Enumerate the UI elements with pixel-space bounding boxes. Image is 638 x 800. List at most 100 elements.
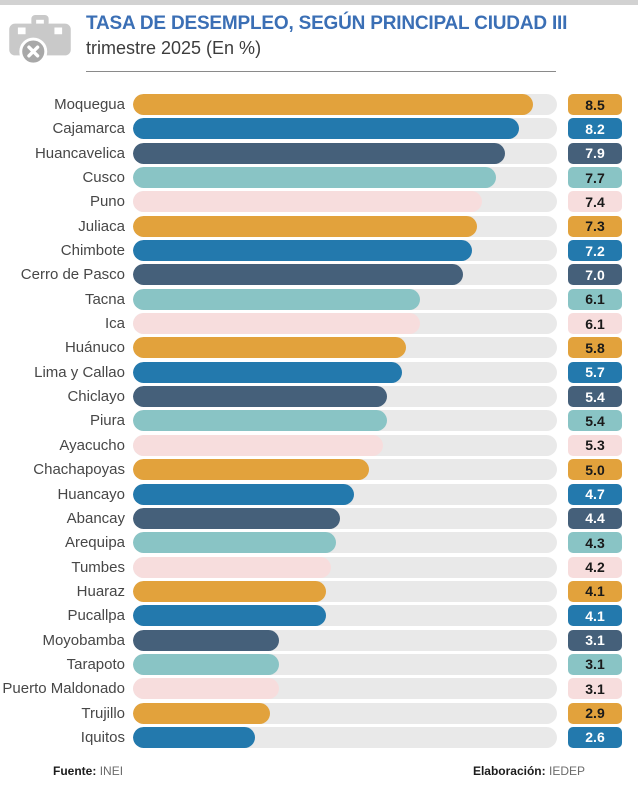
bar-row: Huancayo 4.7 bbox=[0, 483, 622, 505]
row-label: Trujillo bbox=[81, 704, 125, 722]
bar-fill bbox=[133, 483, 355, 505]
bar-track bbox=[133, 288, 557, 310]
row-label: Moyobamba bbox=[42, 631, 125, 649]
value-badge: 3.1 bbox=[568, 653, 622, 675]
bar-track bbox=[133, 556, 557, 578]
bar-track bbox=[133, 167, 557, 189]
bar-fill bbox=[133, 167, 496, 189]
row-label: Chiclayo bbox=[67, 388, 125, 406]
row-label: Tarapoto bbox=[66, 655, 125, 673]
bar-fill bbox=[133, 507, 341, 529]
bar-row: Pucallpa 4.1 bbox=[0, 605, 622, 627]
value-badge: 5.4 bbox=[568, 386, 622, 408]
bar-track bbox=[133, 313, 557, 335]
bar-track bbox=[133, 240, 557, 262]
chart-title: TASA DE DESEMPLEO, SEGÚN PRINCIPAL CIUDA… bbox=[86, 13, 568, 34]
source-value: INEI bbox=[99, 764, 124, 778]
bar-track bbox=[133, 264, 557, 286]
bar-fill bbox=[133, 580, 327, 602]
row-label: Tacna bbox=[84, 290, 125, 308]
bar-track bbox=[133, 337, 557, 359]
row-label: Abancay bbox=[66, 509, 125, 527]
value-badge: 7.2 bbox=[568, 240, 622, 262]
bar-fill bbox=[133, 361, 402, 383]
value-badge: 4.7 bbox=[568, 483, 622, 505]
row-label: Chimbote bbox=[60, 242, 125, 260]
bar-fill bbox=[133, 678, 280, 700]
top-border bbox=[0, 0, 638, 5]
bar-row: Cajamarca 8.2 bbox=[0, 118, 622, 140]
row-label: Ayacucho bbox=[59, 436, 125, 454]
value-badge: 7.0 bbox=[568, 264, 622, 286]
bar-row: Ayacucho 5.3 bbox=[0, 434, 622, 456]
row-label: Huancayo bbox=[57, 485, 125, 503]
bar-track bbox=[133, 215, 557, 237]
bar-fill bbox=[133, 386, 388, 408]
bar-track bbox=[133, 507, 557, 529]
bar-track bbox=[133, 142, 557, 164]
value-badge: 7.3 bbox=[568, 215, 622, 237]
bar-row: Huancavelica 7.9 bbox=[0, 142, 622, 164]
bar-track bbox=[133, 118, 557, 140]
bar-fill bbox=[133, 191, 482, 213]
chart-rows: Moquegua 8.5 Cajamarca 8.2 Huancavelica … bbox=[0, 94, 622, 748]
row-label: Iquitos bbox=[80, 728, 125, 746]
bar-row: Iquitos 2.6 bbox=[0, 726, 622, 748]
elaboration-note: Elaboración: IEDEP bbox=[473, 764, 585, 778]
value-badge: 7.7 bbox=[568, 167, 622, 189]
bar-fill bbox=[133, 215, 477, 237]
value-badge: 4.2 bbox=[568, 556, 622, 578]
value-badge: 4.1 bbox=[568, 605, 622, 627]
row-label: Pucallpa bbox=[67, 607, 125, 625]
row-label: Cerro de Pasco bbox=[20, 266, 125, 284]
bar-fill bbox=[133, 434, 383, 456]
header: TASA DE DESEMPLEO, SEGÚN PRINCIPAL CIUDA… bbox=[0, 12, 638, 66]
value-badge: 7.9 bbox=[568, 142, 622, 164]
value-badge: 8.5 bbox=[568, 94, 622, 115]
value-badge: 3.1 bbox=[568, 629, 622, 651]
bar-row: Tarapoto 3.1 bbox=[0, 653, 622, 675]
value-badge: 4.1 bbox=[568, 580, 622, 602]
bar-track bbox=[133, 678, 557, 700]
bar-track bbox=[133, 191, 557, 213]
bar-track bbox=[133, 605, 557, 627]
bar-row: Cerro de Pasco 7.0 bbox=[0, 264, 622, 286]
row-label: Tumbes bbox=[71, 558, 125, 576]
value-badge: 6.1 bbox=[568, 288, 622, 310]
bar-fill bbox=[133, 653, 280, 675]
bar-fill bbox=[133, 629, 280, 651]
bar-row: Lima y Callao 5.7 bbox=[0, 361, 622, 383]
bar-fill bbox=[133, 118, 520, 140]
row-label: Puerto Maldonado bbox=[2, 680, 125, 698]
row-label: Cajamarca bbox=[52, 120, 125, 138]
elaboration-value: IEDEP bbox=[548, 764, 585, 778]
camera-off-icon bbox=[9, 15, 71, 66]
bar-fill bbox=[133, 459, 369, 481]
bar-track bbox=[133, 532, 557, 554]
value-badge: 2.9 bbox=[568, 702, 622, 724]
bar-row: Ica 6.1 bbox=[0, 313, 622, 335]
bar-track bbox=[133, 726, 557, 748]
bar-row: Cusco 7.7 bbox=[0, 167, 622, 189]
bar-track bbox=[133, 580, 557, 602]
value-badge: 6.1 bbox=[568, 313, 622, 335]
value-badge: 5.4 bbox=[568, 410, 622, 432]
header-divider bbox=[86, 71, 556, 72]
bar-fill bbox=[133, 532, 336, 554]
bar-fill bbox=[133, 337, 407, 359]
bar-row: Juliaca 7.3 bbox=[0, 215, 622, 237]
row-label: Puno bbox=[89, 193, 125, 211]
row-label: Ica bbox=[104, 315, 125, 333]
bar-fill bbox=[133, 726, 256, 748]
bar-row: Trujillo 2.9 bbox=[0, 702, 622, 724]
row-label: Cusco bbox=[82, 169, 125, 187]
bar-row: Abancay 4.4 bbox=[0, 507, 622, 529]
bar-fill bbox=[133, 410, 388, 432]
value-badge: 7.4 bbox=[568, 191, 622, 213]
value-badge: 2.6 bbox=[568, 726, 622, 748]
bar-row: Chachapoyas 5.0 bbox=[0, 459, 622, 481]
bar-fill bbox=[133, 288, 421, 310]
bar-fill bbox=[133, 94, 534, 115]
value-badge: 5.7 bbox=[568, 361, 622, 383]
